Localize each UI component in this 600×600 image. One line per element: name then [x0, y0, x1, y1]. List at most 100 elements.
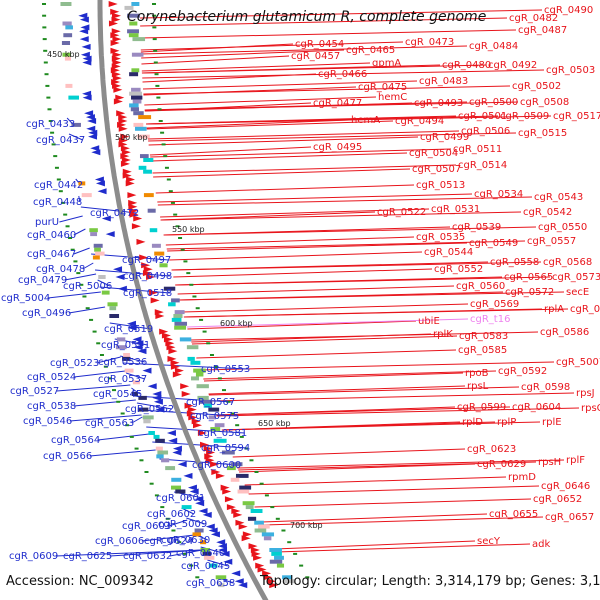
reverse-gene-arrow	[105, 231, 115, 238]
forward-gene-arrow	[235, 519, 245, 526]
leader-line	[144, 101, 519, 111]
reverse-gene-arrow	[166, 430, 176, 436]
forward-gene-arrow	[136, 238, 146, 245]
category-block	[92, 255, 100, 260]
gc-tick	[160, 506, 165, 509]
leader-line	[59, 215, 83, 223]
gene-label-forward: cgR_0534	[474, 189, 523, 200]
gene-label-reverse: cgR_0496	[22, 308, 71, 319]
forward-gene-arrow	[206, 449, 216, 456]
leader-line	[203, 370, 497, 380]
leader-line	[141, 49, 345, 59]
leader-line	[196, 349, 457, 359]
gene-label-forward: cgR_0514	[458, 160, 507, 171]
leader-line	[150, 152, 408, 162]
gene-label-reverse: cgR_5004	[1, 293, 50, 304]
category-block	[155, 438, 165, 443]
reverse-gene-arrow	[234, 578, 244, 585]
forward-gene-arrow	[149, 289, 159, 296]
reverse-gene-arrow	[84, 110, 94, 117]
category-block	[282, 575, 293, 580]
leader-line	[140, 29, 517, 39]
gene-label-forward: cgR_0646	[541, 481, 590, 492]
gene-label-forward: cgR_0492	[488, 60, 537, 71]
gene-label-reverse: cgR_0538	[27, 401, 76, 412]
reverse-gene-arrow	[113, 266, 123, 273]
map-title: Corynebacterium glutamicum R, complete g…	[127, 9, 487, 25]
gene-label-forward: cgR_0484	[469, 41, 518, 52]
leader-line	[136, 402, 172, 410]
forward-gene-arrow	[159, 328, 169, 335]
gene-label-reverse: cgR_0594	[201, 443, 250, 454]
leader-line	[208, 386, 520, 396]
forward-gene-arrow	[118, 114, 128, 121]
gene-label-forward: cgR_0473	[405, 37, 454, 48]
gene-label-forward: cgR_0454	[295, 39, 344, 50]
leader-line	[207, 559, 228, 567]
leader-line	[248, 485, 540, 495]
leader-lines	[47, 9, 580, 584]
gc-tick	[157, 108, 162, 111]
gene-label-reverse: cgR_0519	[104, 324, 153, 335]
gene-label-reverse: cgR_0479	[18, 275, 67, 286]
gene-label-reverse: cgR_0433	[26, 119, 75, 130]
forward-gene-arrow	[111, 63, 121, 70]
category-block	[94, 247, 101, 252]
category-block	[283, 579, 296, 584]
forward-gene-arrow	[143, 266, 153, 273]
forward-gene-arrow	[141, 262, 151, 269]
reverse-gene-arrow	[152, 391, 162, 397]
genome-backbone-arc	[97, 0, 269, 600]
gene-label-reverse: cgR_0602	[147, 509, 196, 520]
gc-tick	[199, 318, 204, 321]
gc-tick	[217, 377, 222, 380]
gene-label-forward: rpmD	[508, 472, 536, 483]
category-block	[122, 356, 131, 361]
reverse-gene-arrow	[82, 59, 92, 66]
reverse-gene-arrow	[189, 488, 199, 495]
gene-label-forward: cgR_5007	[556, 357, 600, 368]
gene-label-forward: cgR_0569	[470, 299, 519, 310]
gene-label-reverse: cgR_0521	[101, 340, 150, 351]
category-block	[208, 563, 218, 568]
reverse-gene-arrow	[79, 16, 89, 23]
category-block	[218, 583, 225, 588]
gc-tick	[152, 38, 157, 41]
category-block	[163, 286, 176, 291]
leader-line	[140, 17, 508, 27]
gc-tick	[47, 108, 52, 111]
gene-label-forward: cgR_0598	[521, 382, 570, 393]
category-block	[191, 376, 200, 381]
gc-tick	[60, 201, 65, 204]
gc-tick	[153, 49, 158, 52]
leader-line	[80, 206, 137, 214]
category-block	[200, 548, 211, 552]
gc-tick	[163, 155, 168, 158]
gene-label-forward: cgR_0483	[419, 76, 468, 87]
leader-line	[261, 513, 488, 523]
reverse-gene-arrow	[88, 133, 98, 140]
gc-tick	[206, 342, 211, 345]
leader-line	[141, 64, 487, 74]
leader-line	[68, 306, 106, 314]
gc-tick	[56, 178, 61, 181]
gene-label-forward: cgR_0582	[570, 304, 600, 315]
reverse-gene-arrow	[79, 28, 89, 35]
gene-label-reverse: cgR_0527	[10, 386, 59, 397]
leader-line	[200, 361, 555, 371]
forward-gene-arrow	[224, 496, 234, 503]
gene-label-forward: cgR_0572	[505, 287, 554, 298]
reverse-gene-arrow	[82, 55, 92, 62]
forward-gene-arrow	[146, 274, 156, 280]
gene-label-forward: cgR_0629	[477, 459, 526, 470]
gene-label-forward: cgR_0501	[458, 111, 507, 122]
category-block	[196, 384, 209, 389]
reverse-gene-arrow	[168, 437, 178, 444]
leader-line	[78, 195, 81, 203]
forward-gene-arrow	[269, 582, 279, 589]
gc-tick	[287, 541, 292, 544]
leader-line	[148, 132, 517, 142]
forward-gene-arrow	[111, 12, 121, 19]
topology-text: Topology: circular; Length: 3,314,179 bp…	[260, 574, 600, 589]
